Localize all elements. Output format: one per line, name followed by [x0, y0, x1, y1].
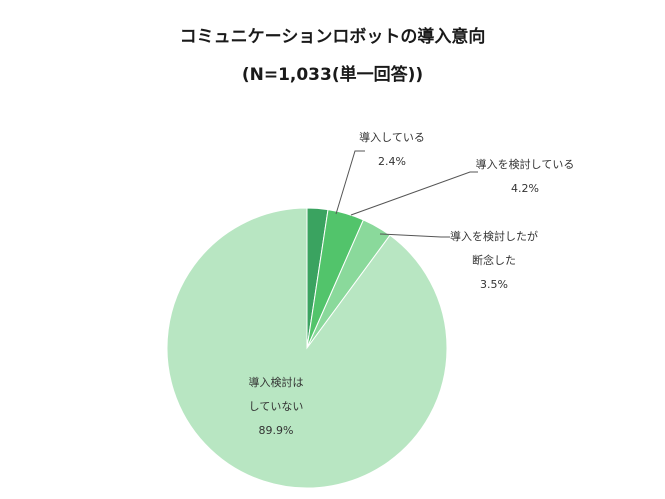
leader-line-0	[335, 150, 365, 215]
data-label-3-line-0: 導入検討は	[249, 375, 304, 389]
leader-line-1	[350, 171, 478, 216]
chart-subtitle: (N=1,033(単一回答))	[241, 65, 424, 85]
leader-line-2	[379, 233, 450, 238]
data-label-2-line-1: 断念した	[472, 253, 516, 267]
chart-title: コミュニケーションロボットの導入意向	[179, 27, 486, 47]
data-label-3-line-1: していない	[249, 400, 304, 413]
data-label-value-0: 2.4%	[378, 155, 406, 168]
data-label-2-line-0: 導入を検討したが	[450, 229, 538, 243]
data-label-value-1: 4.2%	[511, 182, 539, 195]
data-label-value-3: 89.9%	[259, 424, 294, 437]
pie-slice-3	[166, 207, 448, 489]
data-label-value-2: 3.5%	[480, 278, 508, 291]
data-label-0-line-0: 導入している	[359, 130, 425, 144]
data-label-1-line-0: 導入を検討している	[476, 157, 575, 171]
